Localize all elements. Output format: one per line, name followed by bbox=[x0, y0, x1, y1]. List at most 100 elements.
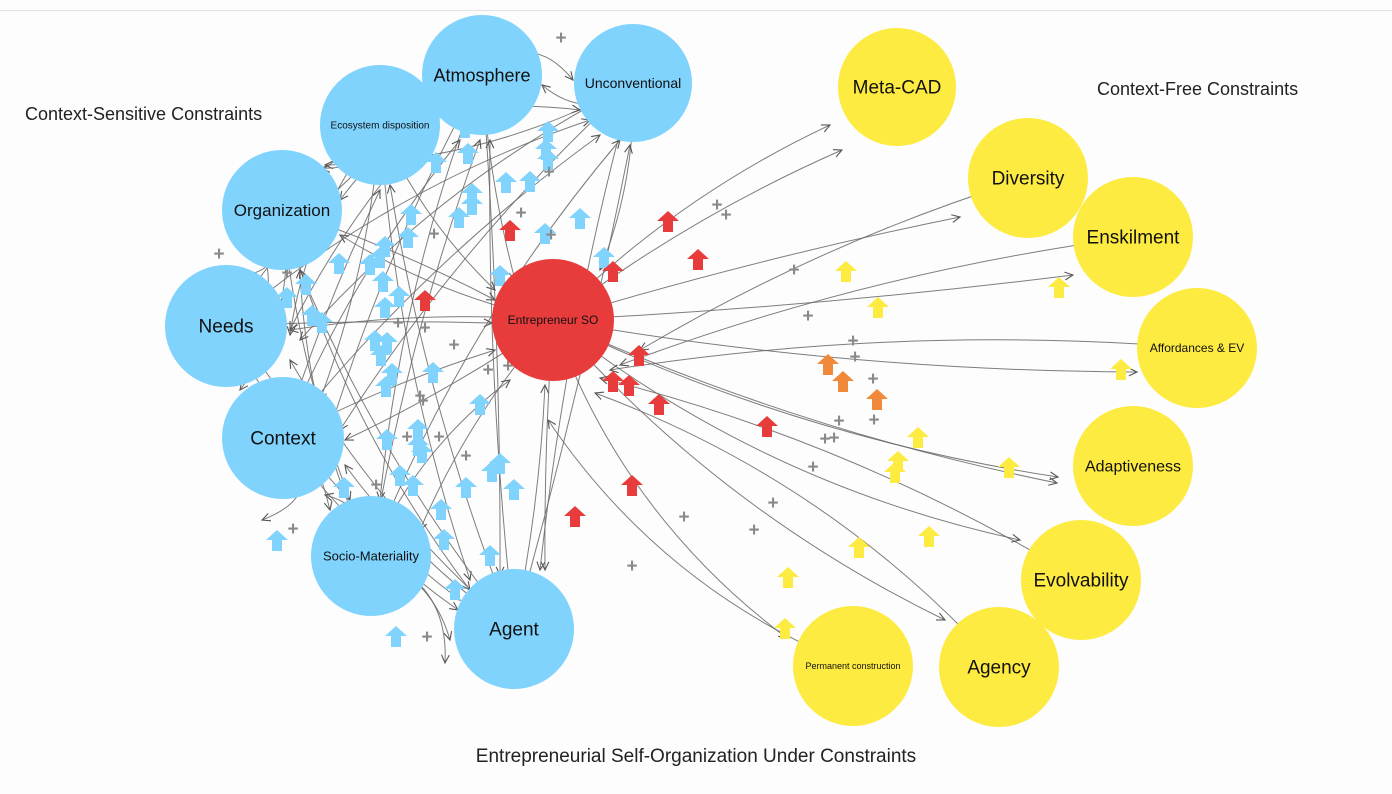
edge-arrowhead bbox=[935, 612, 947, 621]
node-atmosphere[interactable]: Atmosphere bbox=[422, 15, 542, 135]
edge-arrowhead bbox=[1064, 271, 1075, 281]
plus-sign: + bbox=[555, 28, 566, 49]
plus-sign: + bbox=[414, 386, 425, 407]
node-label: Meta-CAD bbox=[853, 78, 942, 99]
node-circle bbox=[222, 150, 342, 270]
node-affordances[interactable]: Affordances & EV bbox=[1137, 288, 1257, 408]
node-circle bbox=[574, 24, 692, 142]
blue-arrow-icon bbox=[489, 453, 511, 474]
edge-arrowhead bbox=[540, 561, 550, 572]
blue-arrow-icon bbox=[593, 247, 615, 268]
plus-sign: + bbox=[828, 428, 839, 449]
node-ecosystem[interactable]: Ecosystem disposition bbox=[320, 65, 440, 185]
node-center[interactable]: Entrepreneur SO bbox=[492, 259, 614, 381]
node-enskilment[interactable]: Enskilment bbox=[1073, 177, 1193, 297]
plus-sign: + bbox=[833, 411, 844, 432]
node-permanent[interactable]: Permanent construction bbox=[793, 606, 913, 726]
node-evolvability[interactable]: Evolvability bbox=[1021, 520, 1141, 640]
node-circle bbox=[1137, 288, 1257, 408]
node-circle bbox=[838, 28, 956, 146]
node-circle bbox=[422, 15, 542, 135]
blue-arrow-icon bbox=[455, 477, 477, 498]
blue-arrow-icon bbox=[481, 461, 503, 482]
blue-arrow-icon bbox=[328, 253, 350, 274]
node-diversity[interactable]: Diversity bbox=[968, 118, 1088, 238]
edge-center-adaptiveness bbox=[552, 319, 1058, 484]
edge-agent-unconventional bbox=[513, 144, 631, 630]
node-agent[interactable]: Agent bbox=[454, 569, 574, 689]
edge-arrowhead bbox=[440, 654, 450, 665]
plus-sign: + bbox=[433, 427, 444, 448]
edge-arrowhead bbox=[571, 104, 582, 114]
blue-arrow-icon bbox=[311, 312, 333, 333]
blue-arrow-icon bbox=[359, 254, 381, 275]
yellow-arrow-icon bbox=[887, 451, 909, 472]
node-organization[interactable]: Organization bbox=[222, 150, 342, 270]
node-metacad[interactable]: Meta-CAD bbox=[838, 28, 956, 146]
edge-arrowhead bbox=[593, 391, 605, 400]
plus-sign: + bbox=[545, 225, 556, 246]
blue-arrow-icon bbox=[411, 442, 433, 463]
node-context[interactable]: Context bbox=[222, 377, 344, 499]
blue-arrow-icon bbox=[444, 579, 466, 600]
plus-sign: + bbox=[720, 205, 731, 226]
node-label: Affordances & EV bbox=[1150, 341, 1245, 355]
node-label: Organization bbox=[234, 201, 330, 220]
node-socio[interactable]: Socio-Materiality bbox=[311, 496, 431, 616]
node-circle bbox=[1073, 406, 1193, 526]
plus-sign: + bbox=[788, 260, 799, 281]
blue-arrow-icon bbox=[534, 223, 556, 244]
edge-arrowhead bbox=[1048, 477, 1059, 486]
blue-arrow-icon bbox=[479, 545, 501, 566]
top-divider bbox=[0, 10, 1392, 11]
edge-arrowhead bbox=[451, 139, 461, 149]
arrow-markers-layer bbox=[266, 117, 1132, 647]
plus-sign: + bbox=[460, 446, 471, 467]
edge-arrowhead bbox=[473, 138, 482, 150]
blue-arrow-icon bbox=[407, 435, 429, 456]
blue-arrow-icon bbox=[301, 305, 323, 326]
plus-sign: + bbox=[482, 360, 493, 381]
edge-arrowhead bbox=[547, 418, 557, 429]
plus-sign: + bbox=[392, 313, 403, 334]
edge-arrowhead bbox=[289, 358, 298, 370]
edge-center-evolvability bbox=[552, 319, 1021, 541]
node-label: Atmosphere bbox=[433, 65, 530, 85]
blue-arrow-icon bbox=[381, 363, 403, 384]
yellow-arrow-icon bbox=[835, 261, 857, 282]
edge-agent-atmosphere bbox=[489, 139, 515, 630]
red-arrow-icon bbox=[564, 506, 586, 527]
blue-arrow-icon bbox=[422, 362, 444, 383]
blue-arrow-icon bbox=[295, 274, 317, 295]
edge-arrowhead bbox=[536, 561, 546, 572]
red-arrow-icon bbox=[756, 416, 778, 437]
plus-sign: + bbox=[448, 335, 459, 356]
blue-arrow-icon bbox=[537, 121, 559, 142]
plus-sign: + bbox=[867, 369, 878, 390]
node-needs[interactable]: Needs bbox=[165, 265, 287, 387]
plus-sign: + bbox=[711, 195, 722, 216]
edge-agent-ecosystem bbox=[389, 184, 515, 630]
node-adaptiveness[interactable]: Adaptiveness bbox=[1073, 406, 1193, 526]
edge-center-affordances bbox=[552, 319, 1138, 373]
plus-sign: + bbox=[767, 493, 778, 514]
edge-arrowhead bbox=[540, 383, 550, 394]
edge-arrowhead bbox=[832, 149, 844, 158]
node-label: Evolvability bbox=[1033, 571, 1129, 592]
plus-sign: + bbox=[849, 347, 860, 368]
node-unconventional[interactable]: Unconventional bbox=[574, 24, 692, 142]
red-arrow-icon bbox=[499, 220, 521, 241]
blue-arrow-icon bbox=[400, 204, 422, 225]
node-circle bbox=[311, 496, 431, 616]
plus-sign: + bbox=[802, 306, 813, 327]
plus-sign: + bbox=[370, 475, 381, 496]
node-agency[interactable]: Agency bbox=[939, 607, 1059, 727]
node-label: Enskilment bbox=[1087, 228, 1181, 249]
yellow-arrow-icon bbox=[1110, 359, 1132, 380]
yellow-arrow-icon bbox=[867, 297, 889, 318]
edge-arrowhead bbox=[486, 348, 497, 357]
blue-arrow-icon bbox=[372, 271, 394, 292]
blue-arrow-icon bbox=[364, 330, 386, 351]
blue-arrow-icon bbox=[457, 143, 479, 164]
